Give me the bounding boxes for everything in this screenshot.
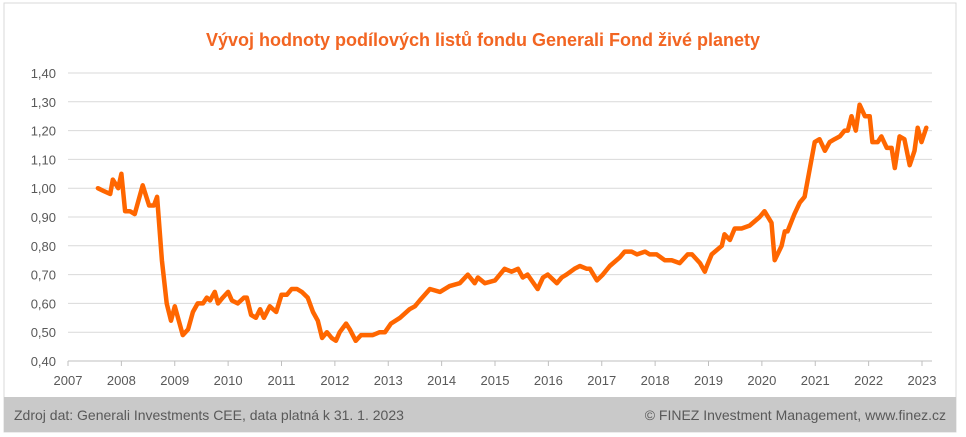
- y-tick-label: 0,90: [31, 210, 56, 225]
- y-tick-label: 0,60: [31, 296, 56, 311]
- x-tick-label: 2009: [160, 373, 189, 388]
- x-tick-label: 2022: [854, 373, 883, 388]
- x-tick-label: 2010: [214, 373, 243, 388]
- x-tick-label: 2007: [54, 373, 83, 388]
- x-tick-label: 2023: [908, 373, 937, 388]
- x-tick-label: 2016: [534, 373, 563, 388]
- copyright-note: © FINEZ Investment Management, www.finez…: [644, 406, 946, 423]
- x-tick-label: 2020: [747, 373, 776, 388]
- x-tick-label: 2019: [694, 373, 723, 388]
- series-line: [95, 102, 929, 344]
- y-tick-label: 1,20: [31, 124, 56, 139]
- x-tick-label: 2013: [374, 373, 403, 388]
- x-tick-label: 2011: [268, 373, 296, 388]
- x-tick-label: 2012: [320, 373, 349, 388]
- source-note: Zdroj dat: Generali Investments CEE, dat…: [14, 406, 404, 423]
- x-tick-label: 2008: [107, 373, 136, 388]
- x-tick-label: 2021: [801, 373, 830, 388]
- x-tick-label: 2017: [587, 373, 616, 388]
- x-tick-label: 2018: [641, 373, 670, 388]
- y-tick-label: 0,80: [31, 239, 56, 254]
- y-tick-label: 0,70: [31, 268, 56, 283]
- y-tick-label: 1,40: [31, 66, 56, 81]
- y-tick-label: 1,30: [31, 95, 56, 110]
- chart-title: Vývoj hodnoty podílových listů fondu Gen…: [206, 30, 760, 50]
- y-tick-label: 0,50: [31, 325, 56, 340]
- y-tick-label: 0,40: [31, 354, 56, 369]
- x-tick-label: 2014: [427, 373, 456, 388]
- x-tick-label: 2015: [481, 373, 510, 388]
- y-tick-label: 1,00: [31, 181, 56, 196]
- y-tick-label: 1,10: [31, 152, 56, 167]
- footer: Zdroj dat: Generali Investments CEE, dat…: [4, 397, 956, 432]
